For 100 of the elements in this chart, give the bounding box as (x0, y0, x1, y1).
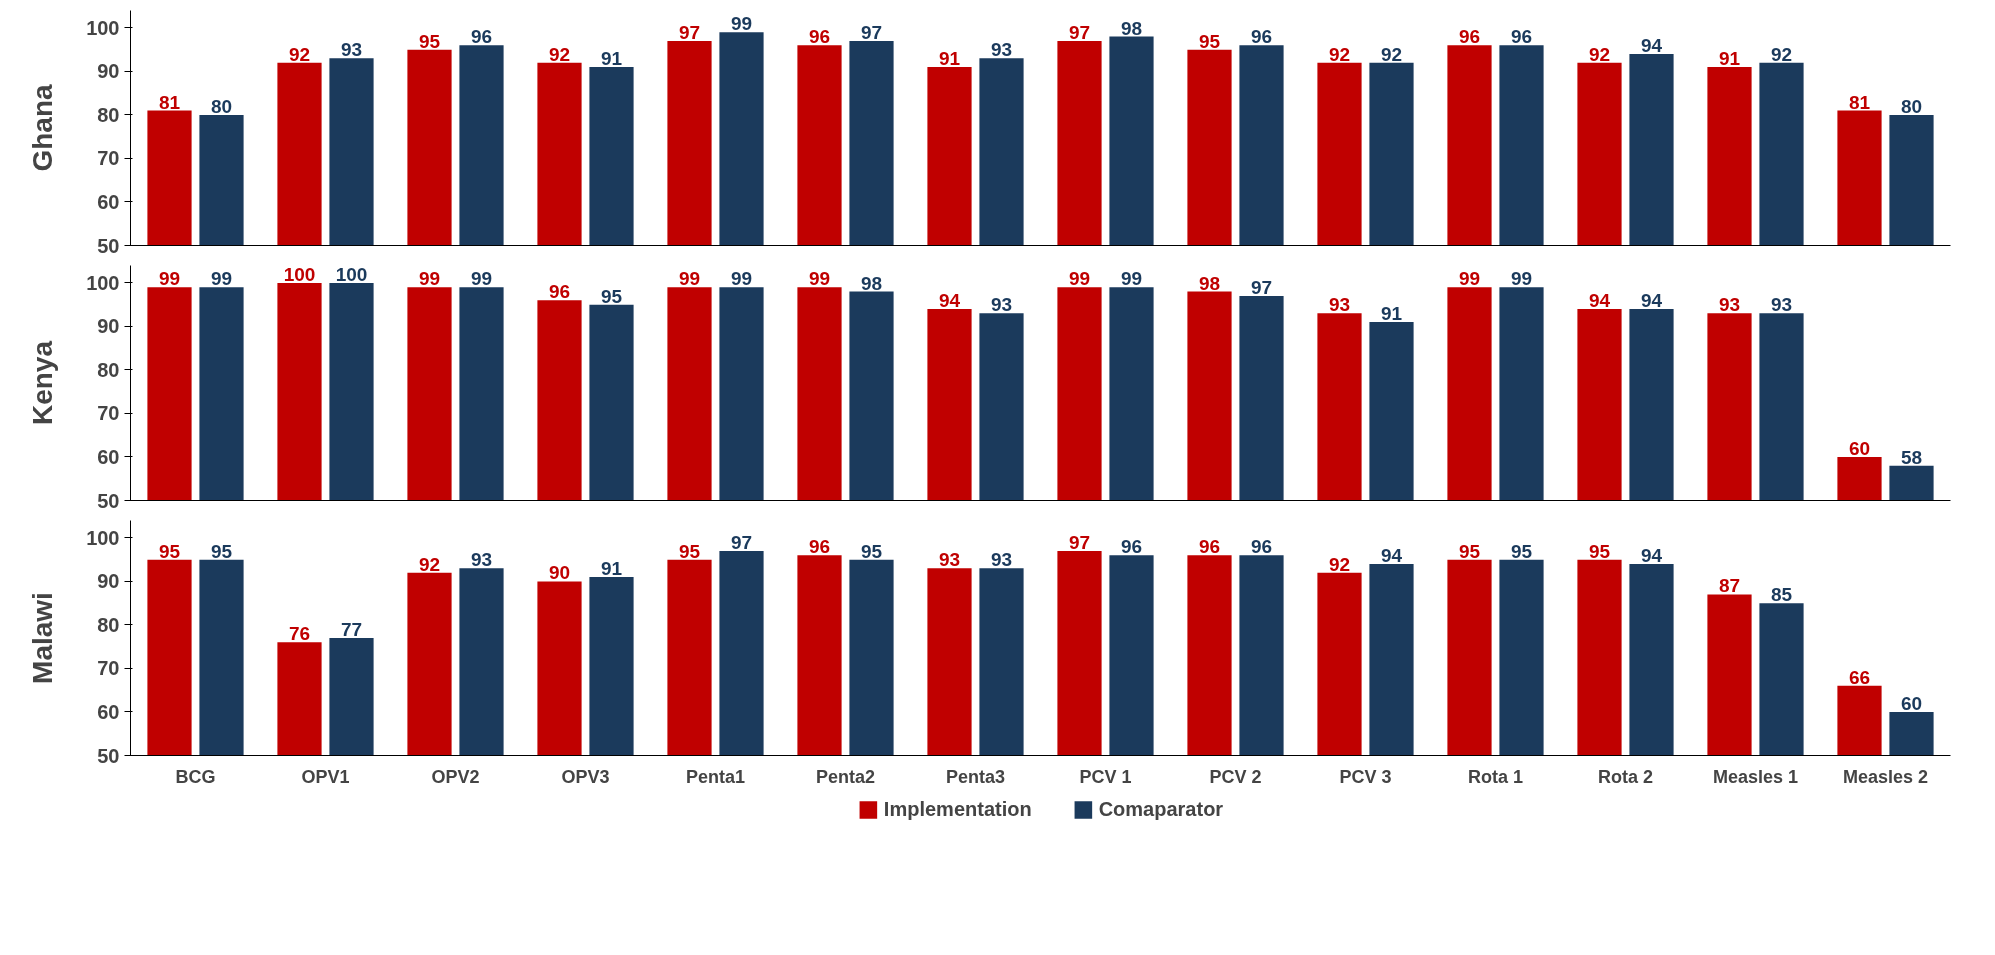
data-label: 96 (808, 26, 831, 48)
data-label: 91 (938, 48, 961, 70)
data-label: 91 (1718, 48, 1741, 70)
data-label: 92 (1770, 43, 1793, 65)
data-label: 80 (1900, 95, 1923, 117)
y-tick-label: 50 (97, 744, 120, 767)
x-tick-label: Measles 1 (1712, 766, 1799, 787)
data-label: 97 (1068, 531, 1091, 553)
data-label: 94 (1640, 35, 1663, 57)
y-tick-label: 90 (97, 570, 120, 593)
data-label: 96 (1120, 536, 1143, 558)
data-label: 94 (1588, 290, 1611, 312)
y-axis-title: Malawi (27, 592, 59, 684)
data-label: 92 (548, 43, 571, 65)
y-tick-label: 50 (97, 234, 120, 257)
data-label: 95 (1510, 540, 1533, 562)
y-tick-label: 70 (97, 657, 120, 680)
data-label: 87 (1718, 575, 1741, 597)
data-label: 92 (1588, 43, 1611, 65)
data-label: 99 (1458, 268, 1481, 290)
x-tick-label: PCV 3 (1339, 766, 1392, 787)
data-label: 95 (860, 540, 883, 562)
data-label: 94 (1640, 545, 1663, 567)
x-tick-label: Measles 2 (1842, 766, 1929, 787)
data-label: 95 (1458, 540, 1481, 562)
data-label: 93 (1328, 294, 1351, 316)
data-label: 93 (470, 549, 493, 571)
x-tick-label: PCV 2 (1209, 766, 1262, 787)
data-label: 98 (1198, 272, 1221, 294)
data-label: 99 (730, 268, 753, 290)
y-axis-title: Kenya (27, 340, 59, 426)
data-label: 97 (678, 21, 701, 43)
data-label: 96 (470, 26, 493, 48)
data-label: 99 (678, 268, 701, 290)
data-label: 76 (288, 623, 311, 645)
data-label: 93 (340, 39, 363, 61)
data-label: 93 (938, 549, 961, 571)
x-tick-label: OPV1 (301, 766, 350, 787)
data-label: 95 (1588, 540, 1611, 562)
y-tick-label: 70 (97, 147, 120, 170)
data-label: 90 (548, 562, 571, 584)
legend-label: Implementation (883, 797, 1032, 821)
data-label: 95 (600, 285, 623, 307)
data-label: 96 (1198, 536, 1221, 558)
x-tick-label: Penta3 (945, 766, 1006, 787)
data-label: 97 (1250, 276, 1273, 298)
data-label: 93 (990, 549, 1013, 571)
data-label: 96 (1458, 26, 1481, 48)
data-label: 94 (1640, 290, 1663, 312)
x-tick-label: Rota 2 (1597, 766, 1654, 787)
y-tick-label: 90 (97, 60, 120, 83)
data-label: 92 (1380, 43, 1403, 65)
data-label: 95 (418, 30, 441, 52)
data-label: 95 (158, 540, 181, 562)
data-label: 96 (808, 536, 831, 558)
y-tick-label: 100 (86, 526, 120, 549)
data-label: 92 (1328, 553, 1351, 575)
y-tick-label: 70 (97, 402, 120, 425)
y-tick-label: 60 (97, 445, 120, 468)
data-label: 93 (990, 39, 1013, 61)
x-tick-label: Penta2 (815, 766, 876, 787)
data-label: 96 (1250, 26, 1273, 48)
data-label: 93 (1718, 294, 1741, 316)
data-label: 60 (1848, 437, 1871, 459)
data-label: 100 (283, 263, 316, 285)
data-label: 97 (1068, 21, 1091, 43)
data-label: 99 (210, 268, 233, 290)
data-label: 60 (1900, 692, 1923, 714)
y-tick-label: 80 (97, 103, 120, 126)
data-label: 96 (1510, 26, 1533, 48)
data-label: 81 (1848, 91, 1871, 113)
data-label: 85 (1770, 584, 1793, 606)
data-label: 97 (860, 21, 883, 43)
data-label: 99 (1068, 268, 1091, 290)
data-label: 99 (418, 268, 441, 290)
y-tick-label: 100 (86, 16, 120, 39)
data-label: 81 (158, 91, 181, 113)
data-label: 91 (1380, 303, 1403, 325)
data-label: 91 (600, 558, 623, 580)
data-label: 99 (158, 268, 181, 290)
x-tick-label: Rota 1 (1467, 766, 1524, 787)
y-tick-label: 80 (97, 358, 120, 381)
data-label: 93 (990, 294, 1013, 316)
data-label: 80 (210, 95, 233, 117)
data-label: 99 (730, 13, 753, 35)
x-tick-label: BCG (175, 766, 216, 787)
data-label: 92 (418, 553, 441, 575)
data-label: 99 (808, 268, 831, 290)
data-label: 98 (1120, 17, 1143, 39)
x-tick-label: PCV 1 (1079, 766, 1132, 787)
data-label: 91 (600, 48, 623, 70)
data-label: 92 (288, 43, 311, 65)
y-tick-label: 80 (97, 613, 120, 636)
legend-label: Comaparator (1098, 797, 1224, 821)
data-label: 98 (860, 272, 883, 294)
y-tick-label: 60 (97, 700, 120, 723)
data-label: 96 (548, 281, 571, 303)
y-tick-label: 60 (97, 190, 120, 213)
x-tick-label: Penta1 (685, 766, 746, 787)
data-label: 58 (1900, 446, 1923, 468)
